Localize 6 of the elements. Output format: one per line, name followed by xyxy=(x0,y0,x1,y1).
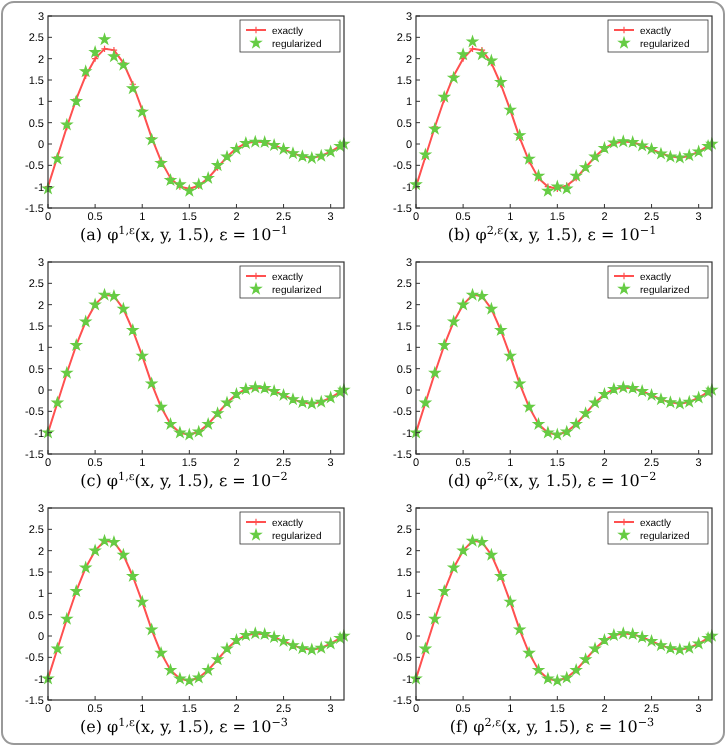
x-axis-title: (a) φ$^{1,ε}$(x, y, 1.5), ε = 10$^{−1}$ xyxy=(80,224,288,244)
x-axis-title: (f) φ$^{2,ε}$(x, y, 1.5), ε = 10$^{−3}$ xyxy=(449,716,656,736)
x-axis-title: (c) φ$^{1,ε}$(x, y, 1.5), ε = 10$^{−2}$ xyxy=(80,470,289,490)
x-axis-title: (b) φ$^{2,ε}$(x, y, 1.5), ε = 10$^{−1}$ xyxy=(447,224,657,244)
x-axis-title: (e) φ$^{1,ε}$(x, y, 1.5), ε = 10$^{−3}$ xyxy=(80,716,289,736)
x-axis-title: (d) φ$^{2,ε}$(x, y, 1.5), ε = 10$^{−2}$ xyxy=(447,470,658,490)
